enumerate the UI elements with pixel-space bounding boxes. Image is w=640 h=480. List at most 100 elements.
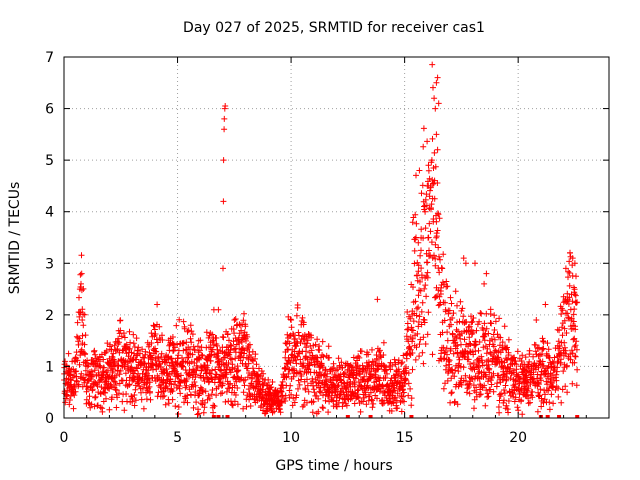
data-point	[260, 370, 267, 377]
data-point	[73, 349, 80, 356]
data-point	[135, 344, 142, 351]
data-point	[147, 388, 153, 395]
data-point	[369, 346, 375, 353]
data-point	[238, 374, 245, 381]
data-point	[221, 115, 228, 122]
data-point	[540, 338, 547, 345]
data-point	[199, 389, 206, 396]
data-point	[245, 360, 252, 367]
data-point	[402, 376, 409, 383]
data-point	[133, 356, 140, 363]
data-point	[117, 317, 124, 324]
y-axis-label: SRMTID / TECUs	[7, 182, 23, 295]
data-point	[540, 345, 547, 352]
data-point	[488, 320, 495, 327]
data-point	[310, 386, 317, 393]
data-point	[433, 131, 440, 138]
data-point	[304, 337, 311, 344]
data-point	[231, 398, 238, 405]
data-point	[334, 403, 340, 410]
data-point	[550, 400, 557, 407]
data-point	[195, 406, 201, 413]
data-point	[232, 392, 239, 398]
data-point	[161, 392, 168, 399]
data-point	[473, 341, 479, 348]
data-point	[555, 393, 562, 400]
data-point	[380, 352, 387, 358]
data-point	[288, 317, 295, 323]
data-point	[222, 103, 229, 109]
data-point	[457, 298, 464, 305]
y-tick-label: 5	[45, 153, 54, 169]
data-point	[156, 323, 163, 330]
data-point	[527, 399, 533, 406]
data-point	[310, 398, 317, 405]
data-points	[61, 61, 581, 418]
data-point	[505, 336, 512, 343]
data-point	[410, 284, 416, 291]
data-point	[420, 360, 427, 367]
y-tick-label: 2	[45, 308, 54, 324]
data-point	[138, 396, 145, 403]
data-point	[278, 399, 285, 406]
data-point	[409, 350, 416, 356]
data-point	[393, 397, 400, 404]
data-point	[351, 383, 358, 390]
data-point	[411, 247, 418, 254]
data-point	[147, 396, 154, 403]
data-point	[180, 347, 187, 354]
data-point	[130, 331, 137, 338]
data-point	[277, 409, 284, 416]
data-point	[459, 305, 466, 312]
data-point	[477, 310, 484, 316]
data-point	[417, 287, 424, 294]
data-point	[491, 312, 498, 319]
data-point	[241, 347, 248, 354]
data-point	[566, 282, 573, 289]
data-point	[407, 315, 414, 322]
data-point	[546, 399, 553, 406]
data-point	[356, 354, 363, 361]
data-point	[116, 339, 123, 346]
data-point	[66, 397, 73, 403]
data-point	[537, 386, 544, 393]
zero-marker	[216, 415, 221, 418]
data-point	[286, 340, 293, 347]
data-point	[76, 286, 83, 293]
data-point	[507, 375, 514, 382]
data-point	[458, 381, 465, 388]
zero-marker	[345, 415, 350, 418]
data-point	[571, 291, 578, 298]
data-point	[430, 216, 437, 222]
data-point	[496, 409, 503, 416]
data-point	[217, 390, 224, 397]
data-point	[528, 365, 535, 372]
data-point	[114, 394, 121, 401]
data-point	[279, 378, 286, 385]
zero-marker	[368, 415, 373, 418]
data-point	[418, 321, 425, 328]
data-point	[312, 362, 318, 368]
data-point	[497, 334, 504, 341]
data-point	[428, 206, 434, 213]
data-point	[162, 401, 169, 408]
data-point	[320, 405, 327, 412]
data-point	[103, 395, 109, 402]
data-point	[501, 390, 508, 397]
data-point	[437, 256, 443, 263]
data-point	[533, 317, 540, 323]
data-point	[358, 348, 365, 355]
data-point	[134, 351, 141, 358]
data-point	[410, 327, 416, 334]
data-point	[308, 334, 315, 341]
data-point	[463, 318, 470, 325]
data-point	[399, 359, 406, 366]
data-point	[304, 376, 310, 383]
chart-title: Day 027 of 2025, SRMTID for receiver cas…	[183, 20, 485, 36]
data-point	[236, 340, 243, 347]
data-point	[294, 302, 301, 308]
data-point	[131, 392, 138, 398]
data-point	[116, 349, 123, 356]
data-point	[334, 383, 341, 390]
data-point	[434, 146, 441, 153]
